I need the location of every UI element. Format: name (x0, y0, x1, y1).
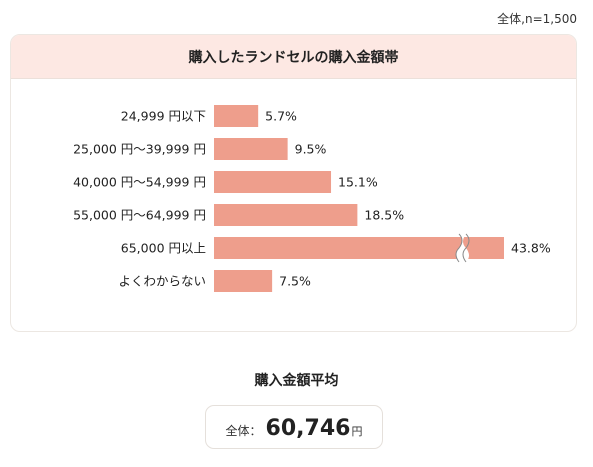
average-box: 全体： 60,746 円 (205, 405, 383, 449)
category-label: 65,000 円以上 (121, 241, 206, 256)
data-label: 18.5% (364, 208, 404, 223)
bar (214, 138, 288, 160)
chart-title: 購入したランドセルの購入金額帯 (11, 35, 576, 79)
sample-size-note: 全体,n=1,500 (497, 12, 577, 26)
bar (214, 270, 273, 292)
bar-chart: 24,999 円以下 5.7% 25,000 円～39,999 円 9.5% 40,00… (73, 105, 551, 292)
bar (214, 204, 358, 226)
bar (214, 105, 259, 127)
category-label: 55,000 円～64,999 円 (73, 208, 206, 223)
category-label: よくわからない (118, 274, 206, 289)
average-label: 全体： (225, 424, 262, 438)
axis-break-mark (455, 233, 463, 263)
average-title: 購入金額平均 (254, 373, 339, 389)
category-label: 25,000 円～39,999 円 (73, 142, 206, 157)
category-label: 24,999 円以下 (121, 109, 206, 124)
category-label: 40,000 円～54,999 円 (73, 175, 206, 190)
data-label: 9.5% (295, 142, 327, 157)
data-label: 43.8% (511, 241, 551, 256)
bar (214, 171, 332, 193)
axis-break-gap (456, 234, 469, 262)
average-unit: 円 (351, 425, 363, 438)
data-label: 15.1% (338, 175, 378, 190)
bar (214, 237, 504, 259)
average-value: 60,746 (265, 416, 351, 441)
axis-break-mark (462, 233, 470, 263)
chart-card: 購入したランドセルの購入金額帯 24,999 円以下 5.7% 25,000 円～3… (10, 34, 577, 332)
data-label: 7.5% (279, 274, 311, 289)
data-label: 5.7% (265, 109, 297, 124)
